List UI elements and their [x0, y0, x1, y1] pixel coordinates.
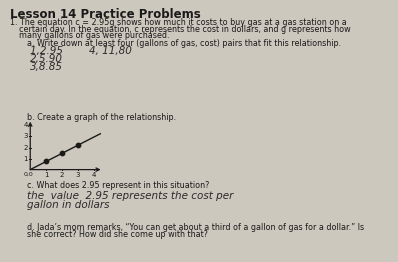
Text: 4: 4	[24, 122, 28, 128]
Text: 3: 3	[76, 172, 80, 178]
Text: Lesson 14 Practice Problems: Lesson 14 Practice Problems	[10, 8, 201, 21]
Text: she correct? How did she come up with that?: she correct? How did she come up with th…	[27, 230, 208, 239]
Text: 3,8.85: 3,8.85	[30, 62, 63, 72]
Text: d. Jada’s mom remarks, “You can get about a third of a gallon of gas for a dolla: d. Jada’s mom remarks, “You can get abou…	[27, 223, 364, 232]
Point	[43, 159, 49, 163]
Text: c. What does 2.95 represent in this situation?: c. What does 2.95 represent in this situ…	[27, 181, 209, 190]
Text: b. Create a graph of the relationship.: b. Create a graph of the relationship.	[27, 113, 176, 122]
Text: 1. The equation c = 2.95g shows how much it costs to buy gas at a gas station on: 1. The equation c = 2.95g shows how much…	[10, 18, 347, 27]
Text: the  value  2.95 represents the cost per: the value 2.95 represents the cost per	[27, 191, 234, 201]
Text: 2: 2	[24, 145, 28, 150]
Point	[59, 151, 65, 155]
Text: 0,0: 0,0	[23, 172, 33, 177]
Text: 1: 1	[44, 172, 49, 178]
Text: 3: 3	[23, 133, 28, 139]
Text: 2,5.90: 2,5.90	[30, 54, 63, 64]
Text: a. Write down at least four (gallons of gas, cost) pairs that fit this relations: a. Write down at least four (gallons of …	[27, 39, 341, 47]
Text: 2: 2	[60, 172, 64, 178]
Text: 1,2.95        4, 11,80: 1,2.95 4, 11,80	[30, 46, 132, 56]
Text: many gallons of gas were purchased.: many gallons of gas were purchased.	[19, 31, 170, 40]
Text: gallon in dollars: gallon in dollars	[27, 200, 109, 210]
Point	[75, 143, 81, 147]
Text: 4: 4	[92, 172, 96, 178]
Text: certain day. In the equation, c represents the cost in dollars, and g represents: certain day. In the equation, c represen…	[19, 25, 351, 34]
Text: 1: 1	[23, 156, 28, 162]
